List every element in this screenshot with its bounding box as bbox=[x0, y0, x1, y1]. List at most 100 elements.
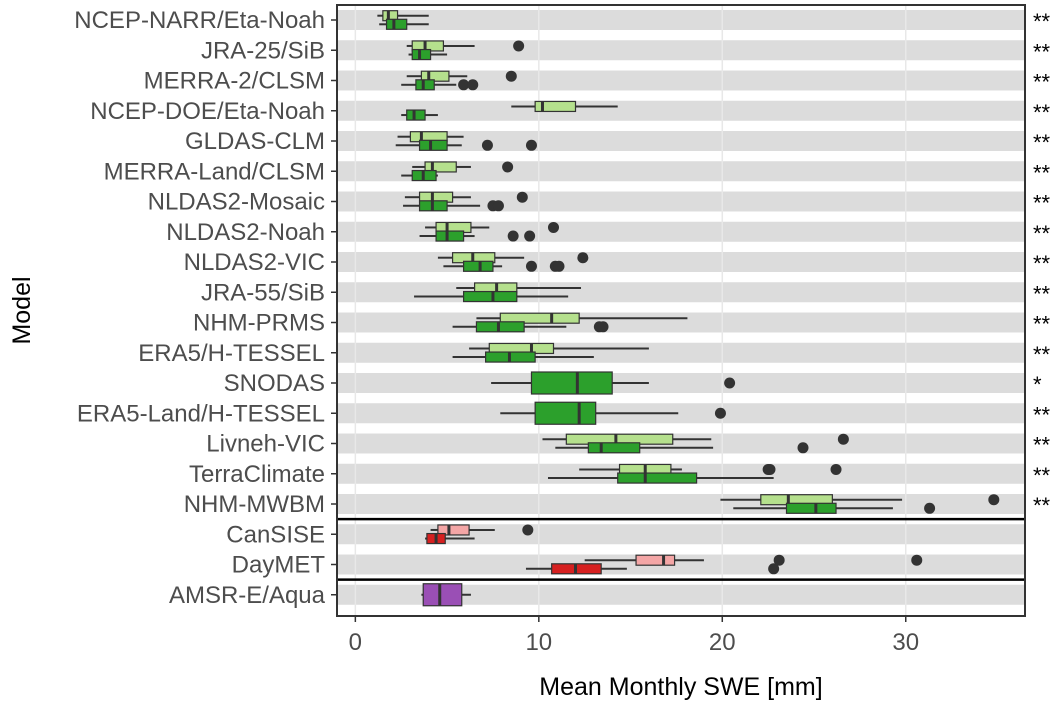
grid-layer bbox=[337, 5, 1025, 616]
box-upper bbox=[584, 554, 923, 566]
outlier-point bbox=[837, 433, 849, 445]
box-lower bbox=[443, 260, 565, 272]
separator-layer bbox=[337, 517, 1025, 581]
significance-marker: ** bbox=[1033, 493, 1050, 518]
outlier-point bbox=[911, 554, 923, 566]
significance-marker: ** bbox=[1033, 281, 1050, 306]
significance-marker: ** bbox=[1033, 39, 1050, 64]
outlier-point bbox=[577, 252, 589, 264]
y-axis-title: Model bbox=[8, 276, 36, 344]
outlier-point bbox=[797, 442, 809, 454]
panel-border bbox=[336, 4, 1026, 617]
outlier-point bbox=[988, 494, 1000, 506]
outlier-point bbox=[516, 191, 528, 203]
outlier-point bbox=[525, 139, 537, 151]
outlier-point bbox=[714, 407, 726, 419]
y-tick-label: NLDAS2-Mosaic bbox=[148, 189, 325, 216]
box-body bbox=[587, 442, 641, 454]
box-body bbox=[785, 502, 837, 514]
outlier-point bbox=[768, 563, 780, 575]
box-body bbox=[424, 161, 457, 173]
y-tick-label: NHM-PRMS bbox=[193, 310, 325, 337]
y-tick-label: TerraClimate bbox=[189, 461, 325, 488]
y-tick-label: JRA-25/SiB bbox=[201, 37, 325, 64]
outlier-point bbox=[513, 40, 525, 52]
outlier-point bbox=[522, 524, 534, 536]
box-body bbox=[617, 472, 698, 484]
outlier-point bbox=[764, 463, 776, 475]
box-lower bbox=[419, 230, 536, 242]
box-upper bbox=[511, 100, 618, 113]
box-single bbox=[491, 371, 736, 395]
outlier-point bbox=[597, 321, 609, 333]
x-tick-labels: 0 10 20 30 bbox=[349, 616, 919, 656]
box-upper bbox=[406, 70, 517, 82]
box-body bbox=[418, 139, 448, 151]
y-tick-label: Livneh-VIC bbox=[206, 431, 325, 458]
y-tick-label: AMSR-E/Aqua bbox=[169, 582, 326, 609]
y-tick-label: MERRA-2/CLSM bbox=[144, 68, 325, 95]
outlier-point bbox=[773, 554, 785, 566]
outlier-point bbox=[524, 230, 536, 242]
significance-marker: ** bbox=[1033, 191, 1050, 216]
box-body bbox=[420, 70, 450, 82]
x-tick-label: 10 bbox=[525, 629, 552, 656]
box-lower bbox=[401, 79, 479, 91]
box-lower bbox=[379, 18, 429, 30]
box-upper bbox=[412, 161, 514, 173]
box-lower bbox=[733, 502, 936, 514]
outlier-point bbox=[507, 230, 519, 242]
y-tick-labels: NCEP-NARR/Eta-Noah JRA-25/SiB MERRA-2/CLSM… bbox=[74, 7, 337, 609]
y-tick-label: MERRA-Land/CLSM bbox=[104, 158, 325, 185]
box-body bbox=[435, 230, 465, 242]
x-tick-label: 0 bbox=[349, 629, 362, 656]
box-upper bbox=[430, 524, 534, 536]
box-lower bbox=[547, 472, 774, 484]
significance-marker: ** bbox=[1033, 463, 1050, 488]
outlier-point bbox=[525, 260, 537, 272]
box-body bbox=[462, 290, 518, 303]
box-body bbox=[530, 371, 613, 395]
box-lower bbox=[414, 290, 569, 303]
y-tick-label: GLDAS-CLM bbox=[185, 128, 325, 155]
outlier-point bbox=[481, 139, 493, 151]
box-lower bbox=[403, 200, 504, 212]
significance-marker: ** bbox=[1033, 160, 1050, 185]
y-tick-label: SNODAS bbox=[224, 370, 325, 397]
box-lower bbox=[408, 48, 448, 61]
significance-marker: ** bbox=[1033, 251, 1050, 276]
y-tick-label: CanSISE bbox=[226, 521, 325, 548]
significance-marker: ** bbox=[1033, 9, 1050, 34]
significance-marker: ** bbox=[1033, 433, 1050, 458]
outlier-point bbox=[924, 502, 936, 514]
box-upper bbox=[476, 312, 688, 324]
box-body bbox=[437, 524, 470, 536]
y-tick-label: JRA-55/SiB bbox=[201, 279, 325, 306]
box-single bbox=[500, 401, 726, 425]
box-lower bbox=[525, 563, 780, 575]
outlier-point bbox=[502, 161, 514, 173]
box-lower bbox=[395, 139, 537, 151]
box-lower bbox=[452, 351, 594, 363]
significance-marker: ** bbox=[1033, 221, 1050, 246]
box-body bbox=[415, 79, 435, 91]
outlier-point bbox=[547, 221, 559, 233]
box-body bbox=[534, 401, 597, 425]
box-single bbox=[421, 583, 471, 607]
y-tick-label: ERA5/H-TESSEL bbox=[138, 340, 325, 367]
box-body bbox=[635, 554, 676, 566]
box-lower bbox=[425, 532, 475, 545]
outlier-point bbox=[830, 463, 842, 475]
box-body bbox=[385, 18, 408, 30]
box-body bbox=[475, 321, 525, 333]
y-tick-label: NLDAS2-VIC bbox=[184, 249, 325, 276]
box-lower bbox=[555, 442, 809, 454]
y-tick-label: NHM-MWBM bbox=[184, 491, 325, 518]
significance-marker: ** bbox=[1033, 342, 1050, 367]
y-tick-label: DayMET bbox=[232, 552, 326, 579]
y-tick-label: NLDAS2-Noah bbox=[166, 219, 325, 246]
box-body bbox=[462, 260, 494, 272]
outlier-point bbox=[467, 79, 479, 91]
significance-marker: ** bbox=[1033, 70, 1050, 95]
